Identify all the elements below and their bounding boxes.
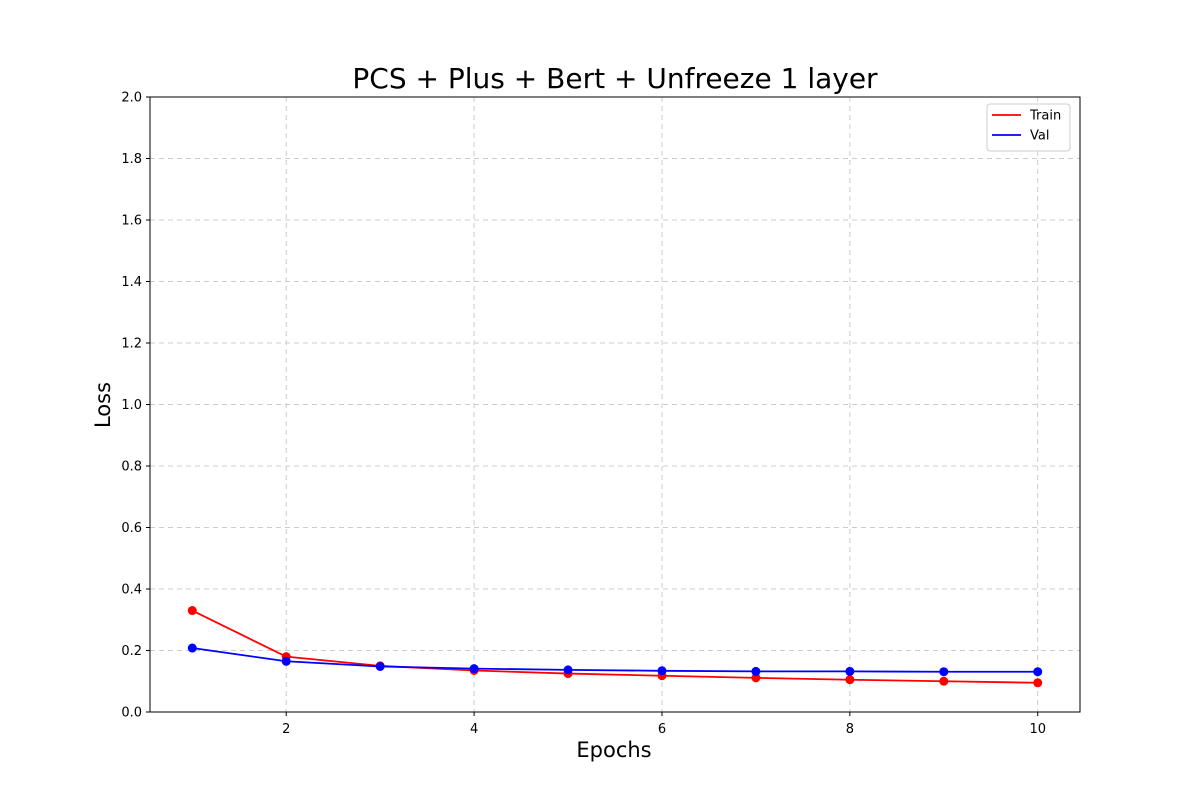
val-point: [845, 666, 855, 676]
train-point: [751, 673, 761, 683]
y-tick-label: 1.0: [121, 398, 142, 413]
train-point: [845, 675, 855, 685]
legend: Train Val: [986, 103, 1071, 152]
train-point: [1033, 678, 1043, 688]
y-tick-label: 0.6: [121, 521, 142, 536]
train-line: [191, 609, 1038, 684]
y-tick-label: 1.6: [121, 214, 142, 229]
chart-title: PCS + Plus + Bert + Unfreeze 1 layer: [352, 62, 878, 95]
train-point: [939, 676, 949, 686]
val-point: [1033, 667, 1043, 677]
val-point: [657, 666, 667, 676]
y-tick-label: 0.2: [121, 644, 142, 659]
y-axis-label: Loss: [91, 382, 115, 428]
x-tick-label: 4: [470, 722, 478, 737]
val-point: [375, 661, 385, 671]
y-tick-label: 2.0: [121, 91, 142, 106]
val-point: [563, 665, 573, 675]
x-tick-label: 8: [846, 722, 854, 737]
y-tick-label: 1.4: [121, 275, 142, 290]
x-tick-label: 2: [282, 722, 290, 737]
data-series: [187, 606, 1043, 688]
y-axis-ticks: 0.0 0.2 0.4 0.6 0.8 1.0 1.2 1.4 1.6 1.8 2.0: [121, 91, 150, 721]
y-tick-label: 1.2: [121, 337, 142, 352]
legend-val-label: Val: [1030, 129, 1049, 144]
val-line: [192, 647, 1038, 673]
val-series: [187, 643, 1043, 677]
y-tick-label: 0.4: [121, 583, 142, 598]
x-axis-label: Epochs: [576, 738, 651, 762]
val-point: [469, 664, 479, 674]
plot-frame: [149, 96, 1081, 713]
y-tick-label: 0.0: [121, 706, 142, 721]
legend-train-label: Train: [1029, 109, 1061, 124]
x-tick-label: 10: [1029, 722, 1046, 737]
x-tick-label: 6: [658, 722, 666, 737]
train-point: [187, 606, 197, 616]
y-tick-label: 1.8: [121, 152, 142, 167]
val-point: [281, 656, 291, 666]
val-point: [751, 666, 761, 676]
val-point: [187, 643, 197, 653]
y-tick-label: 0.8: [121, 460, 142, 475]
val-point: [939, 667, 949, 677]
x-axis-ticks: 2 4 6 8 10: [282, 712, 1046, 737]
